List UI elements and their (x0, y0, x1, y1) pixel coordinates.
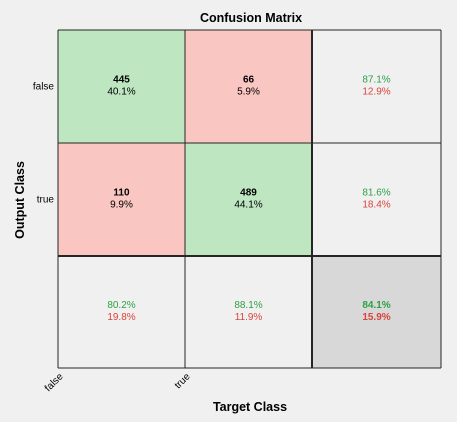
matrix-cell (185, 143, 312, 256)
chart-title: Confusion Matrix (200, 11, 302, 25)
overall-accuracy: 84.1% (362, 300, 390, 311)
col-summary-correct: 80.2% (107, 300, 135, 311)
y-axis-label: Output Class (13, 161, 27, 239)
row-summary-correct: 81.6% (362, 188, 390, 199)
x-tick-label: true (173, 371, 193, 391)
y-tick-label: true (37, 195, 55, 206)
cell-count: 445 (113, 75, 130, 86)
y-tick-label: false (33, 82, 55, 93)
cell-percent: 40.1% (107, 87, 135, 98)
matrix-cell (312, 143, 441, 256)
col-summary-correct: 88.1% (234, 300, 262, 311)
overall-error: 15.9% (362, 312, 390, 323)
cell-percent: 44.1% (234, 200, 262, 211)
matrix-cell (312, 256, 441, 368)
cell-count: 66 (243, 75, 255, 86)
row-summary-error: 18.4% (362, 200, 390, 211)
matrix-cell (312, 30, 441, 143)
x-tick-label: false (43, 371, 66, 394)
cell-percent: 9.9% (110, 200, 133, 211)
cell-count: 110 (113, 188, 130, 199)
col-summary-error: 19.8% (107, 312, 135, 323)
cell-count: 489 (240, 188, 257, 199)
row-summary-error: 12.9% (362, 87, 390, 98)
row-summary-correct: 87.1% (362, 75, 390, 86)
matrix-grid (57, 29, 442, 369)
matrix-cell (185, 30, 312, 143)
x-axis-label: Target Class (213, 400, 287, 414)
matrix-cell (185, 256, 312, 368)
matrix-cell (58, 256, 185, 368)
col-summary-error: 11.9% (235, 312, 263, 323)
matrix-cell (58, 30, 185, 143)
matrix-cell (58, 143, 185, 256)
cell-percent: 5.9% (237, 87, 260, 98)
